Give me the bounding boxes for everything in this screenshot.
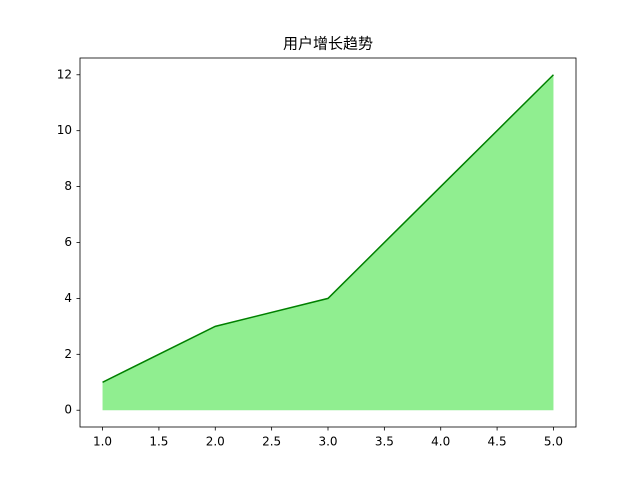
x-tick-label: 4.5 [488,435,507,449]
y-tick-label: 12 [57,67,72,81]
y-tick-label: 8 [64,179,72,193]
y-tick-label: 10 [57,123,72,137]
x-tick-label: 3.0 [318,435,337,449]
y-tick-label: 2 [64,347,72,361]
x-tick-label: 1.0 [93,435,112,449]
x-tick-label: 2.5 [262,435,281,449]
y-tick-label: 4 [64,291,72,305]
x-tick-label: 5.0 [544,435,563,449]
line [102,74,554,383]
x-tick-label: 1.5 [149,435,168,449]
y-tick-label: 6 [64,235,72,249]
x-tick-label: 3.5 [375,435,394,449]
y-tick-label: 0 [64,403,72,417]
x-tick-label: 2.0 [206,435,225,449]
x-tick-label: 4.0 [431,435,450,449]
area [102,74,554,411]
chart-title: 用户增长趋势 [283,35,373,53]
